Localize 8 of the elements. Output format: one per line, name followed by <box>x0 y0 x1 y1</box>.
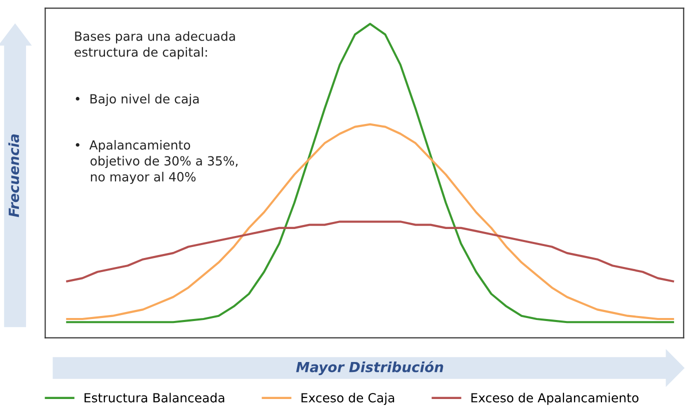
y-axis-title: Frecuencia <box>8 134 20 218</box>
annotation: • Bajo nivel de caja <box>76 94 199 106</box>
legend-label: Estructura Balanceada <box>84 392 224 402</box>
annotation: Bases para una adecuada estructura de capital: <box>74 31 235 60</box>
legend-label: Exceso de Caja <box>302 392 394 405</box>
legend-label: Exceso de Apalancamiento <box>471 392 638 405</box>
x-axis-title: Mayor Distribución <box>296 360 444 376</box>
annotation: • Apalancamiento objetivo de 30% a 35%, no mayor al 40% <box>76 140 238 184</box>
